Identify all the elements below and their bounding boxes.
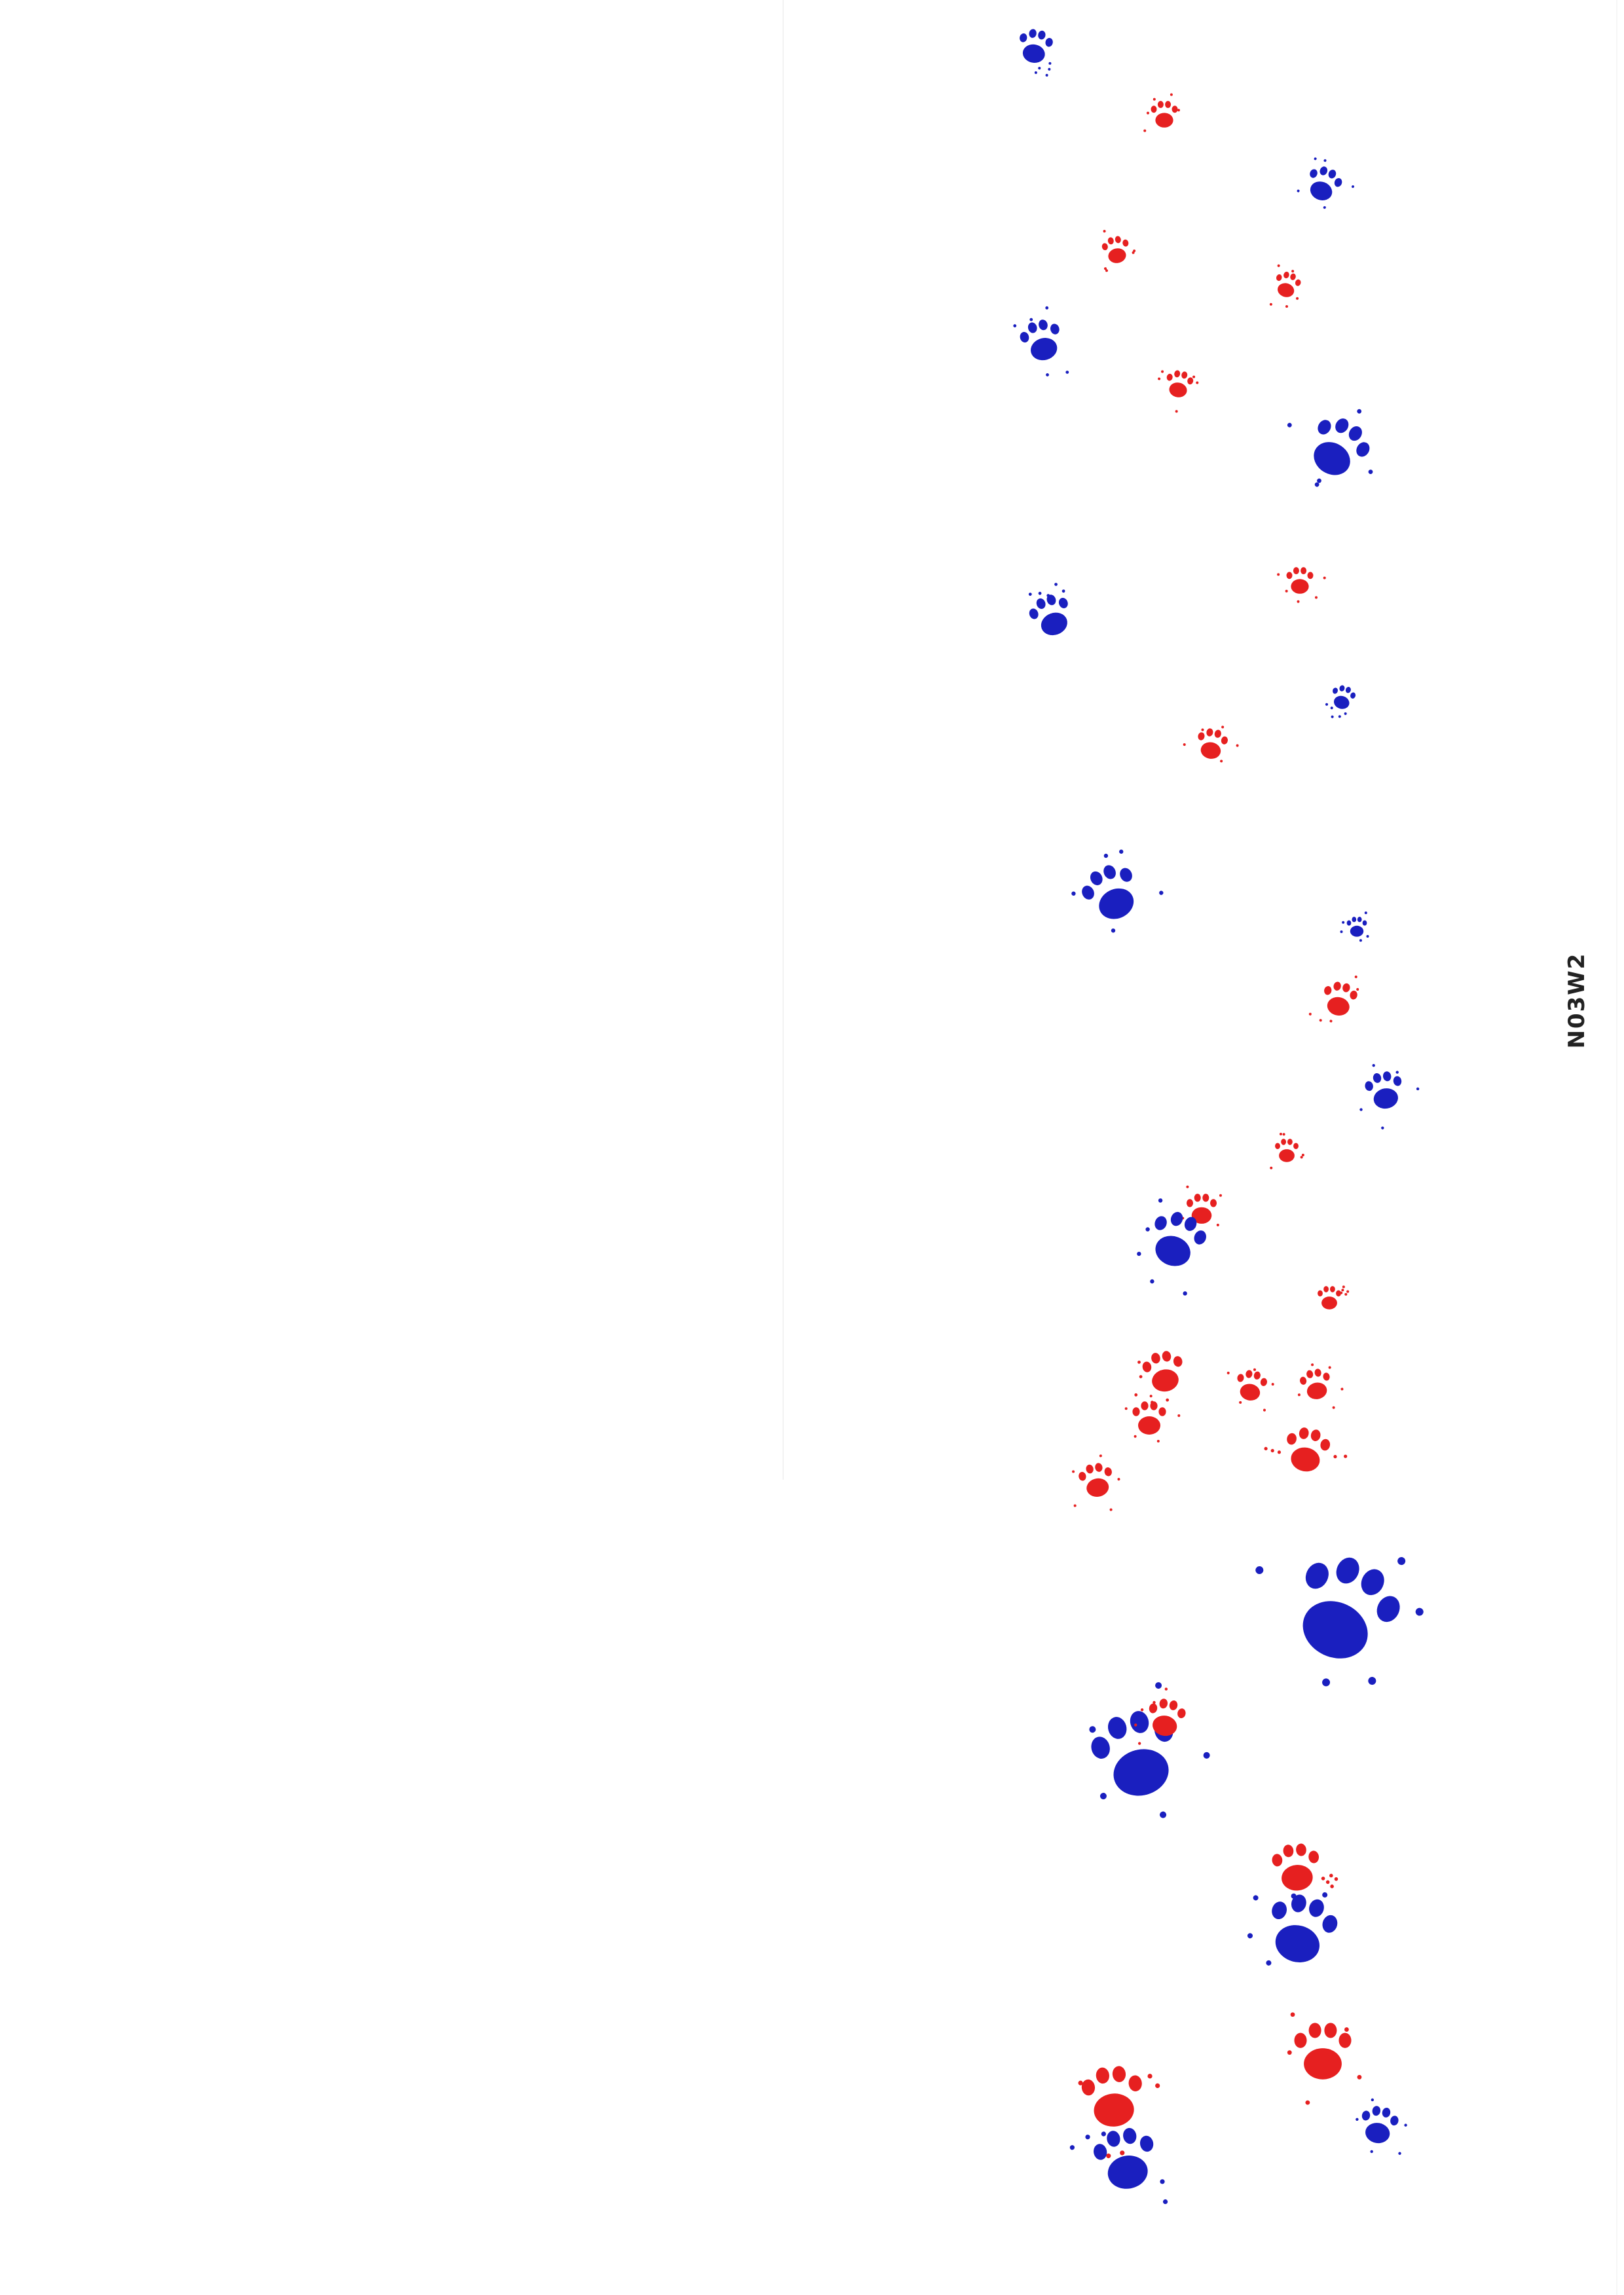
- red-paw-print: [1269, 264, 1301, 308]
- blue-paw-print: [1287, 409, 1373, 487]
- red-paw-print: [1134, 1351, 1183, 1405]
- blue-paw-print: [1325, 685, 1356, 718]
- red-paw-print: [1124, 1395, 1181, 1443]
- blue-paw-print: [1247, 1892, 1338, 1966]
- red-paw-print: [1101, 230, 1136, 272]
- red-paw-print: [1277, 567, 1326, 603]
- blue-paw-print: [1028, 583, 1068, 636]
- blue-paw-print: [1356, 2098, 1407, 2155]
- red-paw-print: [1183, 725, 1239, 763]
- red-paw-print: [1264, 1427, 1348, 1472]
- red-paw-print: [1143, 93, 1180, 132]
- red-paw-print: [1158, 370, 1199, 413]
- red-paw-print: [1287, 2012, 1362, 2105]
- red-paw-print: [1272, 1843, 1338, 1891]
- blue-paw-print: [1137, 1198, 1206, 1296]
- blue-paw-print: [1255, 1557, 1424, 1687]
- blue-paw-print: [1020, 29, 1053, 77]
- red-paw-print: [1078, 2066, 1160, 2159]
- blue-paw-print: [1297, 157, 1354, 209]
- blue-paw-print: [1071, 849, 1164, 933]
- blue-paw-print: [1069, 2127, 1168, 2205]
- red-paw-print: [1308, 975, 1359, 1023]
- blue-paw-print: [1013, 306, 1069, 376]
- red-paw-print: [1318, 1285, 1350, 1310]
- red-paw-print: [1270, 1133, 1304, 1169]
- red-paw-print: [1072, 1454, 1120, 1511]
- blue-paw-print: [1359, 1063, 1420, 1129]
- red-paw-print: [1297, 1363, 1344, 1409]
- red-paw-print: [1227, 1368, 1274, 1412]
- blue-paw-print: [1089, 1682, 1210, 1818]
- red-paw-print: [1134, 1687, 1186, 1745]
- handwritten-label-text: N03W2: [1564, 952, 1590, 1049]
- paper-edge-right: [1616, 0, 1617, 2295]
- blue-paw-print: [1340, 911, 1369, 942]
- paper-edge-left: [783, 0, 784, 1480]
